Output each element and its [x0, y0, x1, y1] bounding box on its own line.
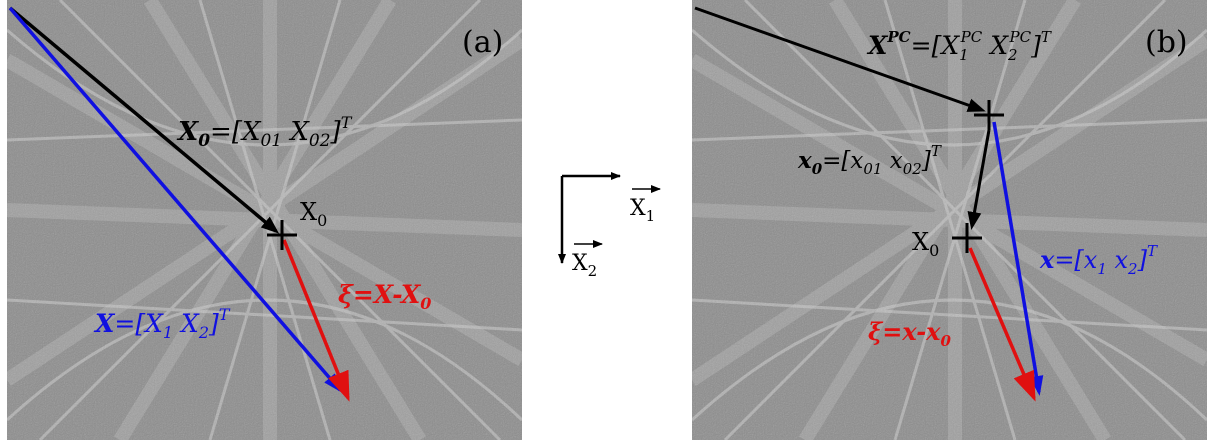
xi-vector-label-a: ξ=X-X0: [338, 280, 431, 313]
point-label-b: X0: [912, 228, 939, 260]
point-marker-b: [952, 223, 982, 253]
x0-vector-label-b: x0=[x01 x02]T: [797, 142, 942, 178]
point-marker-a: [267, 220, 297, 250]
xpc-vector-label-b: XPC=[X1PC X2PC]T: [866, 28, 1052, 64]
x0-vector-arrow-a: [8, 6, 280, 234]
x-vector-arrow-a: [8, 6, 343, 394]
pattern-center-marker-b: [974, 100, 1004, 130]
x0-vector-arrow-b: [967, 129, 991, 230]
x0-vector-label-a: X0=[X01 X02]T: [176, 113, 353, 151]
xi-vector-arrow-a: [282, 239, 350, 402]
svg-text:X2: X2: [572, 251, 597, 280]
panel-a-tag: (a): [462, 25, 503, 60]
xi-vector-arrow-b: [968, 247, 1036, 402]
svg-text:X1: X1: [630, 196, 655, 225]
point-label-a: X0: [300, 198, 327, 230]
xpc-vector-arrow-b: [694, 6, 986, 112]
axis-x2-label: X2: [572, 240, 603, 280]
x-vector-label-a: X=[X1 X2]T: [93, 305, 231, 342]
panel-a-background: [7, 0, 522, 440]
x-vector-label-b: x=[x1 x2]T: [1039, 242, 1158, 278]
xi-vector-label-b: ξ=x-x0: [868, 317, 951, 350]
x-vector-arrow-b: [992, 121, 1044, 396]
axis-x1-label: X1: [630, 185, 661, 225]
panel-b-background: [692, 0, 1207, 440]
panel-b-tag: (b): [1145, 25, 1188, 60]
